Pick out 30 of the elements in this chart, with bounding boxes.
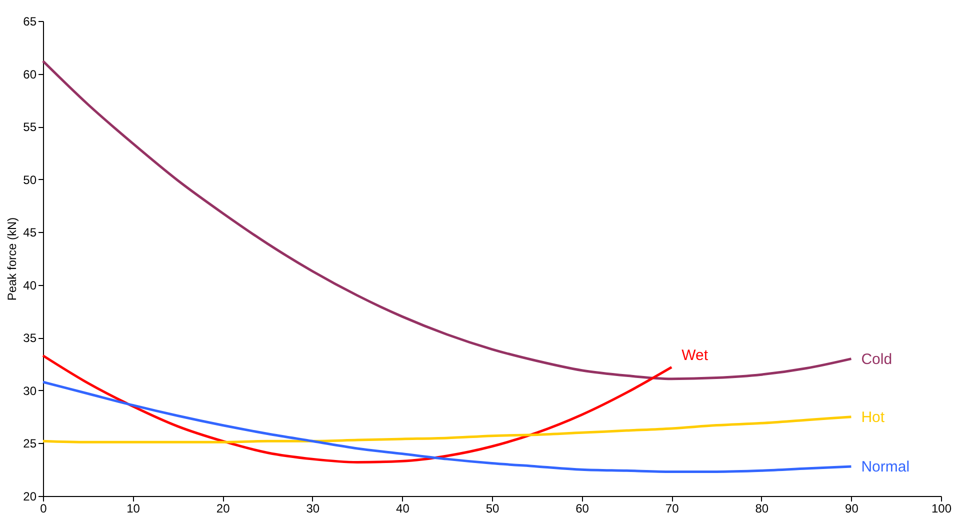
series-label: Normal xyxy=(861,458,910,476)
x-tick-label: 20 xyxy=(216,502,230,516)
series-label: Cold xyxy=(861,350,892,368)
x-tick-label: 10 xyxy=(126,502,140,516)
x-tick-label: 70 xyxy=(665,502,680,516)
y-tick-label: 35 xyxy=(23,331,37,346)
y-tick-label: 50 xyxy=(23,172,37,187)
series-label: Hot xyxy=(861,408,886,426)
y-tick-label: 45 xyxy=(23,226,37,240)
y-tick-label: 40 xyxy=(23,278,37,292)
y-tick-label: 30 xyxy=(23,384,37,398)
x-tick-label: 80 xyxy=(755,502,769,516)
x-tick-label: 90 xyxy=(845,502,859,516)
y-tick-label: 55 xyxy=(23,120,37,134)
line-series xyxy=(42,60,852,380)
x-tick-label: 50 xyxy=(486,502,500,516)
series-label: Wet xyxy=(682,347,709,364)
line-series xyxy=(42,416,852,444)
y-tick-label: 25 xyxy=(23,436,37,451)
x-tick-label: 30 xyxy=(306,502,320,516)
y-axis-title: Peak force (kN) xyxy=(5,217,20,301)
line-series xyxy=(42,354,673,464)
x-tick-label: 60 xyxy=(576,502,590,516)
y-tick-label: 20 xyxy=(23,490,37,504)
x-tick-label: 100 xyxy=(931,502,952,516)
y-tick-label: 65 xyxy=(23,14,37,28)
x-tick-label: 0 xyxy=(40,502,48,516)
y-tick-label: 60 xyxy=(23,67,37,82)
line-series xyxy=(42,380,852,473)
x-tick-label: 40 xyxy=(396,502,410,516)
